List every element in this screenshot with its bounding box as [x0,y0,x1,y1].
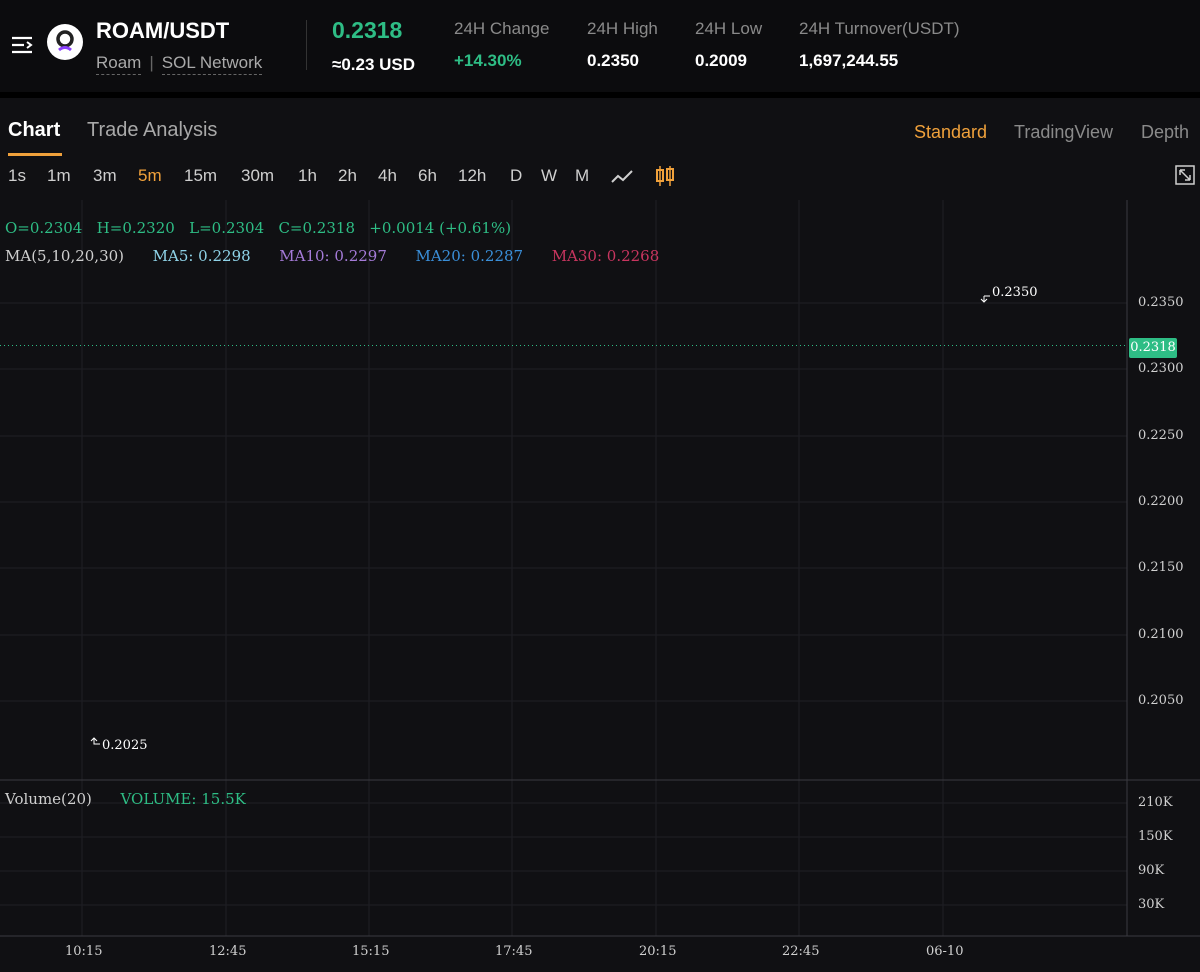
stat-24h-low: 24H Low 0.2009 [695,19,762,71]
volume-tick-label: 90K [1138,863,1165,878]
time-tick-label: 10:15 [65,944,103,959]
view-depth[interactable]: Depth [1141,122,1190,142]
timeframe-5m[interactable]: 5m [138,166,162,185]
timeframe-1m[interactable]: 1m [47,166,71,185]
timeframe-6h[interactable]: 6h [418,166,437,185]
time-tick-label: 06-10 [926,944,964,959]
ma30-value: MA30: 0.2268 [551,247,660,265]
project-name[interactable]: Roam [96,53,142,75]
timeframe-d[interactable]: D [510,166,523,185]
volume-readout: Volume(20) VOLUME: 15.5K [5,790,246,808]
timeframe-w[interactable]: W [541,166,558,185]
stat-value: 0.2009 [695,51,747,70]
view-tradingview[interactable]: TradingView [1014,122,1114,142]
timeframe-2h[interactable]: 2h [338,166,357,185]
price-tick-label: 0.2300 [1138,361,1184,376]
candlestick-icon[interactable] [654,165,676,187]
ohlc-open: O=0.2304 [5,219,83,237]
price-tick-label: 0.2350 [1138,295,1184,310]
view-standard[interactable]: Standard [914,122,988,142]
timeframe-30m[interactable]: 30m [241,166,275,185]
stat-label: 24H Change [454,19,550,38]
price-tick-label: 0.2250 [1138,428,1184,443]
ticker-header: ROAM/USDT Roam | SOL Network 0.2318 ≈0.23 … [0,0,1200,92]
time-tick-label: 22:45 [782,944,820,959]
stat-label: 24H Turnover(USDT) [799,19,960,38]
ohlc-change: +0.0014 (+0.61%) [369,219,512,237]
timeframe-12h[interactable]: 12h [458,166,487,185]
low-mark-label: 0.2025 [102,738,148,753]
tab-active-indicator [8,153,62,156]
price-tick-label: 0.2050 [1138,693,1184,708]
ma20-value: MA20: 0.2287 [415,247,524,265]
price-tick-label: 0.2100 [1138,627,1184,642]
stat-24h-high: 24H High 0.2350 [587,19,658,71]
ohlc-close: C=0.2318 [278,219,355,237]
line-chart-icon[interactable] [610,167,634,187]
stat-value: 0.2350 [587,51,639,70]
high-mark-label: 0.2350 [992,285,1038,300]
ma-readout: MA(5,10,20,30) MA5: 0.2298 MA10: 0.2297 … [5,247,659,265]
timeframe-15m[interactable]: 15m [184,166,218,185]
timeframe-4h[interactable]: 4h [378,166,397,185]
last-price: 0.2318 [332,17,403,43]
stat-value: +14.30% [454,51,522,70]
time-tick-label: 20:15 [639,944,677,959]
expand-icon[interactable] [1175,165,1195,185]
ma-title: MA(5,10,20,30) [5,247,125,265]
stat-value: 1,697,244.55 [799,51,899,70]
timeframe-3m[interactable]: 3m [93,166,117,185]
current-price-tag: 0.2318 [1129,338,1177,358]
ohlc-line: O=0.2304 H=0.2320 L=0.2304 C=0.2318 +0.0… [5,219,511,237]
network-name[interactable]: SOL Network [161,53,263,75]
timeframe-m[interactable]: M [575,166,590,185]
price-tick-label: 0.2200 [1138,494,1184,509]
tab-trade-analysis[interactable]: Trade Analysis [87,119,218,141]
low-marker-arrow [90,737,100,745]
ma5-value: MA5: 0.2298 [152,247,251,265]
chart-panel [0,98,1200,972]
stat-24h-turnover: 24H Turnover(USDT) 1,697,244.55 [799,19,960,71]
stat-label: 24H Low [695,19,763,38]
trading-pair[interactable]: ROAM/USDT [96,18,230,43]
volume-tick-label: 30K [1138,897,1165,912]
menu-icon[interactable] [10,33,34,57]
ma10-value: MA10: 0.2297 [279,247,387,265]
time-tick-label: 12:45 [209,944,247,959]
timeframe-1s[interactable]: 1s [8,166,26,185]
stat-label: 24H High [587,19,658,38]
usd-price: ≈0.23 USD [332,55,416,74]
time-tick-label: 15:15 [352,944,390,959]
ohlc-low: L=0.2304 [189,219,265,237]
roam-logo-icon [47,24,83,60]
stat-24h-change: 24H Change +14.30% [454,19,549,71]
header-divider [306,20,307,70]
volume-value: VOLUME: 15.5K [120,790,246,808]
timeframe-1h[interactable]: 1h [298,166,317,185]
ohlc-high: H=0.2320 [96,219,175,237]
high-marker-arrow [980,295,990,303]
pair-subtitle: Roam | SOL Network [96,53,263,75]
volume-title: Volume(20) [5,790,92,808]
volume-tick-label: 210K [1138,795,1173,810]
time-tick-label: 17:45 [495,944,533,959]
volume-tick-label: 150K [1138,829,1173,844]
tab-chart[interactable]: Chart [8,119,61,141]
price-tick-label: 0.2150 [1138,560,1184,575]
